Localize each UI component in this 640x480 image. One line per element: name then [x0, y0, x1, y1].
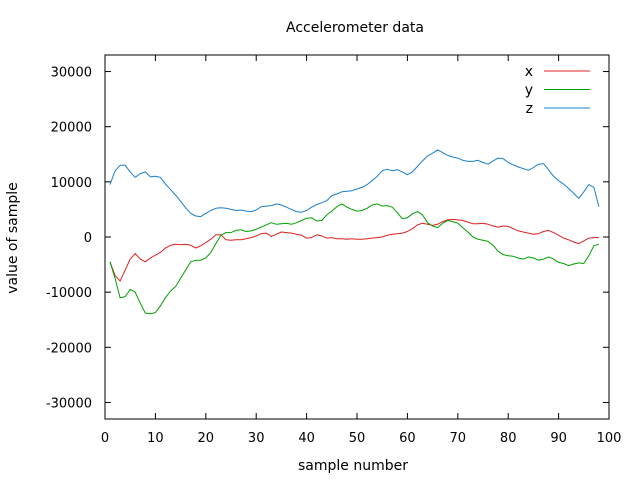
- y-tick-label: -10000: [46, 286, 92, 301]
- x-tick-label: 50: [349, 431, 366, 446]
- series-line-y: [109, 203, 600, 315]
- legend-label-y: y: [525, 83, 533, 99]
- series-line-x: [109, 218, 599, 282]
- series-lines: [109, 149, 600, 315]
- axis-ticks: 0 10 20 30 40 50 60 70 80 90 100 -30000 -20000 -10000…: [46, 55, 621, 446]
- y-tick-label: 20000: [51, 121, 92, 136]
- x-tick-label: 20: [198, 431, 215, 446]
- chart-title: Accelerometer data: [286, 20, 424, 36]
- series-line-z: [109, 149, 600, 218]
- y-axis-label: value of sample: [5, 182, 21, 294]
- legend-label-z: z: [526, 101, 533, 117]
- x-tick-label: 100: [597, 431, 622, 446]
- x-tick-label: 70: [450, 431, 467, 446]
- x-tick-label: 30: [248, 431, 265, 446]
- legend-label-x: x: [525, 64, 533, 80]
- x-tick-label: 90: [550, 431, 567, 446]
- y-tick-label: 30000: [51, 66, 92, 81]
- y-tick-label: 10000: [51, 176, 92, 191]
- x-tick-label: 40: [298, 431, 315, 446]
- x-tick-label: 60: [399, 431, 416, 446]
- x-tick-label: 10: [147, 431, 164, 446]
- plot-frame: [104, 54, 610, 420]
- x-tick-label: 0: [101, 431, 109, 446]
- x-axis-label: sample number: [298, 458, 408, 474]
- x-tick-label: 80: [500, 431, 517, 446]
- y-tick-label: -20000: [46, 341, 92, 356]
- y-tick-label: 0: [84, 231, 92, 246]
- chart-legend: xyz: [525, 64, 590, 117]
- y-tick-label: -30000: [46, 396, 92, 411]
